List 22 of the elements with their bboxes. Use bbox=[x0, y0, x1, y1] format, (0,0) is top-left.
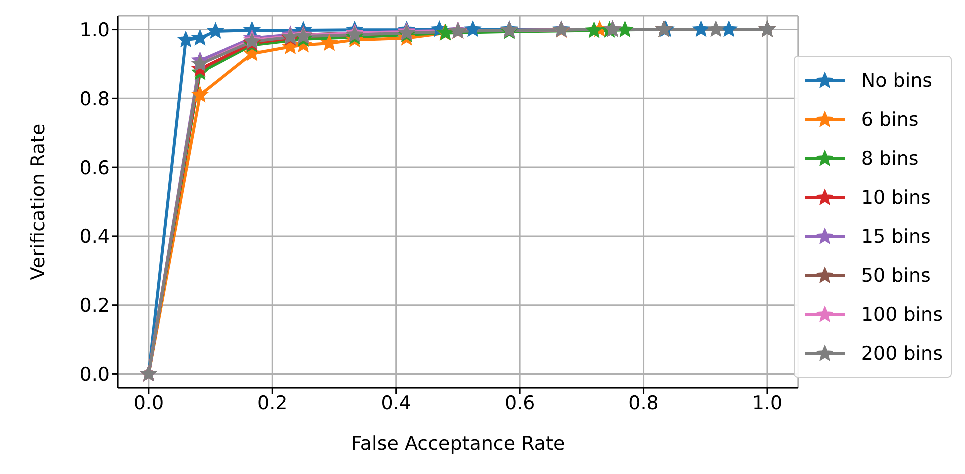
legend-label: 50 bins bbox=[861, 264, 931, 286]
y-tick-label: 0.6 bbox=[80, 157, 110, 180]
legend-label: 100 bins bbox=[861, 304, 943, 326]
x-tick-label: 0.0 bbox=[134, 392, 164, 414]
x-axis-title: False Acceptance Rate bbox=[351, 433, 566, 455]
legend-label: 6 bins bbox=[861, 108, 919, 130]
x-tick-label: 0.8 bbox=[628, 392, 659, 414]
legend-label: 10 bins bbox=[861, 186, 931, 208]
x-tick-label: 1.0 bbox=[752, 392, 783, 414]
legend-label: 8 bins bbox=[861, 148, 919, 170]
legend-label: 200 bins bbox=[861, 342, 943, 364]
x-tick-label: 0.4 bbox=[381, 392, 412, 414]
y-tick-label: 0.2 bbox=[80, 295, 110, 318]
x-tick-label: 0.2 bbox=[258, 392, 288, 414]
legend-label: No bins bbox=[861, 70, 933, 92]
y-tick-label: 0.0 bbox=[80, 364, 110, 386]
y-tick-label: 1.0 bbox=[80, 20, 110, 42]
y-axis-title: Verification Rate bbox=[28, 124, 50, 280]
y-tick-label: 0.8 bbox=[80, 88, 110, 110]
y-tick-label: 0.4 bbox=[80, 226, 110, 248]
x-tick-label: 0.6 bbox=[504, 392, 536, 414]
legend-label: 15 bins bbox=[861, 226, 931, 248]
